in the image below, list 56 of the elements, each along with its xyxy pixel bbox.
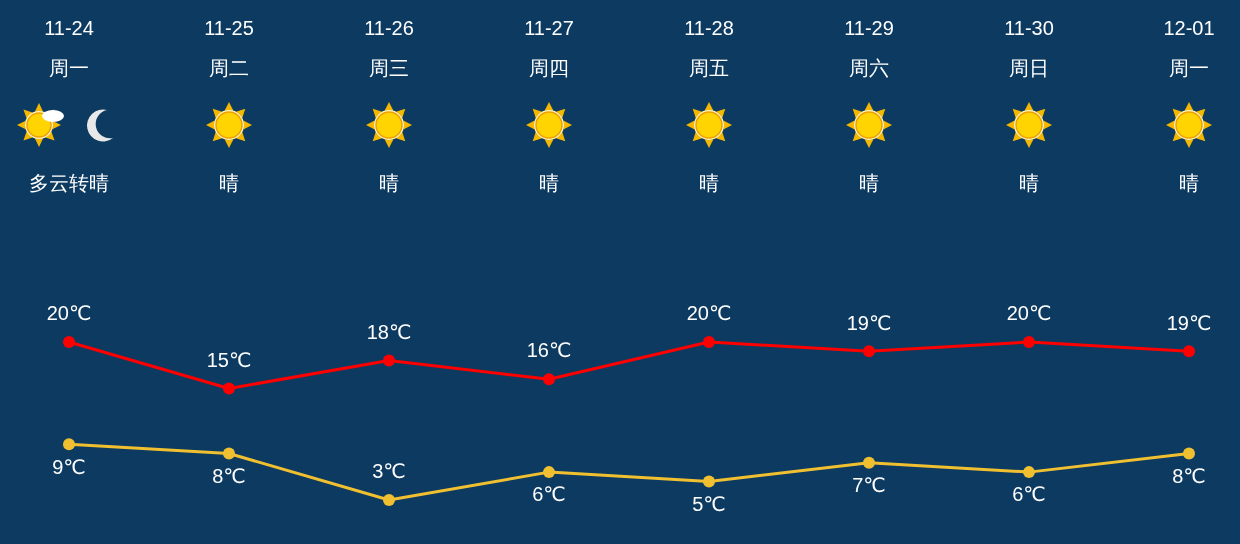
point xyxy=(223,447,235,460)
data-label: 20℃ xyxy=(686,302,732,325)
point xyxy=(223,382,235,395)
data-label: 8℃ xyxy=(1172,464,1206,487)
point xyxy=(543,466,555,479)
x-tick-label: 11-30 xyxy=(1004,17,1054,40)
data-label: 18℃ xyxy=(366,320,412,343)
point xyxy=(1023,336,1035,348)
text: 晴 xyxy=(379,172,399,195)
data-label: 19℃ xyxy=(1166,311,1212,334)
point xyxy=(1023,466,1035,479)
point xyxy=(1183,345,1195,358)
x-tick-label: 12-01 xyxy=(1163,17,1215,40)
text: 晴 xyxy=(1179,172,1199,195)
x-tick-label: 11-25 xyxy=(204,17,254,40)
point xyxy=(703,475,715,488)
text: 周六 xyxy=(849,57,889,80)
text: 周三 xyxy=(369,57,409,80)
data-label: 6℃ xyxy=(532,483,566,506)
data-label: 16℃ xyxy=(526,339,572,362)
data-label: 9℃ xyxy=(52,455,86,478)
x-tick-label: 11-24 xyxy=(44,17,94,40)
text: 周一 xyxy=(49,57,89,80)
data-label: 15℃ xyxy=(206,348,252,371)
x-tick-label: 11-29 xyxy=(844,17,894,40)
text: 晴 xyxy=(699,172,719,195)
text: 晴 xyxy=(219,172,239,195)
x-tick-label: 11-28 xyxy=(684,17,734,40)
point xyxy=(383,494,395,506)
text: 晴 xyxy=(1019,172,1039,195)
data-label: 20℃ xyxy=(1006,302,1052,325)
text: 周四 xyxy=(529,57,569,80)
x-tick-label: 11-26 xyxy=(364,17,414,40)
data-label: 3℃ xyxy=(372,460,406,483)
data-label: 6℃ xyxy=(1012,483,1046,506)
text: 周五 xyxy=(689,57,729,80)
point xyxy=(543,373,555,386)
point xyxy=(703,336,715,348)
text: 多云转晴 xyxy=(29,172,109,195)
data-label: 7℃ xyxy=(852,474,886,497)
text: 晴 xyxy=(859,172,879,195)
point xyxy=(863,345,875,358)
x-tick-label: 11-27 xyxy=(524,17,574,40)
data-label: 19℃ xyxy=(846,311,892,334)
text: 周一 xyxy=(1169,57,1209,80)
point xyxy=(383,354,395,367)
point xyxy=(63,336,75,348)
point xyxy=(1183,447,1195,460)
text: 周二 xyxy=(209,57,249,80)
point xyxy=(63,438,75,451)
data-label: 8℃ xyxy=(212,464,246,487)
data-label: 5℃ xyxy=(692,492,726,515)
text: 周日 xyxy=(1009,57,1049,80)
data-label: 20℃ xyxy=(46,302,92,325)
text: 晴 xyxy=(539,172,559,195)
point xyxy=(863,456,875,469)
